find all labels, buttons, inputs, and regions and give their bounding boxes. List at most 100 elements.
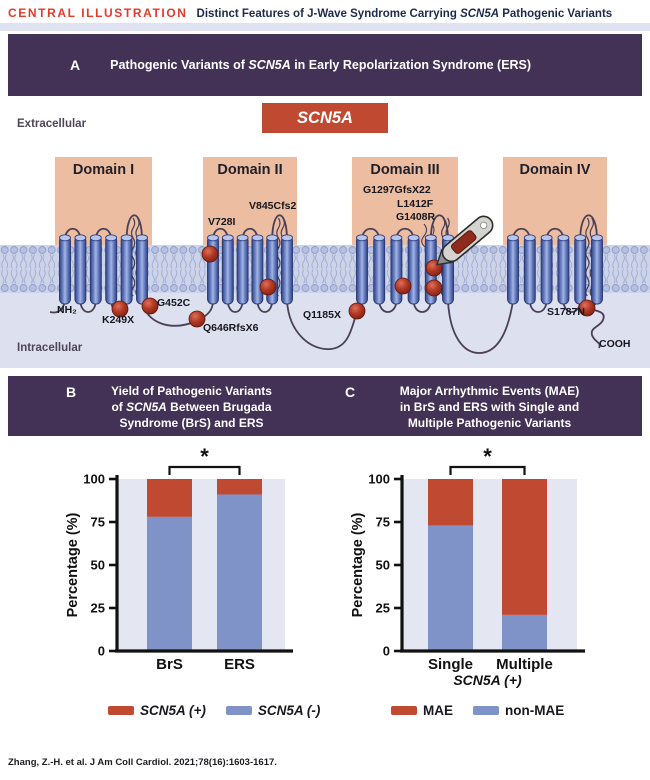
y-tick-label: 25 [376, 601, 390, 616]
helix [236, 235, 249, 305]
domain-2-label: Domain II [217, 162, 283, 178]
panel-a-title-pre: Pathogenic Variants of [110, 58, 249, 72]
helix [281, 235, 293, 305]
citation: Zhang, Z.-H. et al. J Am Coll Cardiol. 2… [8, 757, 277, 768]
category-label: Single [428, 656, 473, 673]
category-label: Multiple [496, 656, 553, 673]
header-divider [0, 23, 650, 31]
helix [574, 235, 587, 305]
domain-3-label: Domain III [370, 162, 440, 178]
intracellular-label: Intracellular [17, 342, 83, 354]
panel-b-title: Yield of Pathogenic Variants of SCN5A Be… [84, 384, 325, 431]
legend-swatch-scn5a-neg [225, 706, 252, 715]
helix-cap [207, 234, 219, 242]
variant-marker-G1297GfsX22 [394, 277, 412, 295]
legend-label-mae: MAE [423, 703, 453, 718]
variant-marker-S1787N [578, 299, 596, 317]
probe-icon [435, 215, 494, 266]
variant-marker-G452C [141, 297, 159, 315]
bar-segment-non-mae [502, 614, 547, 651]
y-axis-label: Percentage (%) [65, 512, 81, 617]
extracellular-label: Extracellular [17, 118, 87, 130]
variant-label-g452c: G452C [157, 297, 191, 309]
helix [89, 235, 102, 305]
bar-segment-non-mae [428, 525, 473, 651]
variant-marker-V728I [201, 245, 219, 263]
y-tick-label: 75 [376, 515, 390, 530]
variant-marker-G1408R [425, 279, 443, 297]
panel-b-chart: BrS ERS 0 25 50 75 100 Percentage (%) * [65, 444, 293, 673]
panel-b-letter: B [66, 384, 77, 400]
helix-cap [523, 234, 536, 242]
helix [373, 235, 386, 305]
probe-dot [480, 221, 488, 229]
helix [591, 235, 603, 305]
variant-label-s1787n: S1787N [547, 306, 585, 318]
helix [507, 235, 519, 305]
variant-label-v845cfs2: V845Cfs2 [249, 200, 297, 212]
variant-marker-K249X [111, 300, 129, 318]
helix [105, 235, 118, 305]
variant-marker-Q646RfsX6 [188, 310, 206, 328]
helix [120, 235, 133, 305]
variant-label-g1297gfsx22: G1297GfsX22 [363, 184, 431, 196]
domain-4-box [503, 157, 607, 245]
pore-loop [579, 214, 598, 241]
panel-c-title: Major Arrhythmic Events (MAE) in BrS and… [363, 384, 642, 431]
probe-window [450, 230, 477, 254]
helix [221, 235, 234, 305]
legend-swatch-non-mae [473, 706, 499, 715]
variant-label-l1412f: L1412F [397, 198, 434, 210]
significance-star: * [200, 444, 209, 469]
panel-b-title-line2-post: Between Brugada [166, 399, 272, 414]
y-tick-label: 100 [83, 472, 105, 487]
legend-label-scn5a-pos: SCN5A (+) [140, 703, 206, 718]
helix-cap [591, 234, 603, 242]
y-tick-label: 100 [368, 472, 390, 487]
c-terminus-label: COOH [599, 338, 631, 350]
variant-marker-V845Cfs2 [259, 278, 277, 296]
helix-cap [356, 234, 368, 242]
legend-item-scn5a-neg: SCN5A (-) [225, 703, 321, 718]
helix-cap [136, 234, 148, 242]
legend-panel-c: MAE non-MAE [391, 703, 564, 718]
panel-b-title-line2-pre: of [111, 399, 127, 414]
figure-title: Distinct Features of J-Wave Syndrome Car… [197, 8, 613, 20]
helix-cap [281, 234, 293, 242]
domain-3-box [352, 157, 458, 245]
legend-item-mae: MAE [391, 703, 453, 718]
pore-loop [125, 214, 143, 241]
helix-cap [59, 234, 71, 242]
variant-label-k249x: K249X [102, 314, 135, 326]
helix-cap [424, 234, 437, 242]
gene-box: SCN5A [262, 103, 388, 133]
bar-segment-mae [428, 479, 473, 526]
helix-cap [74, 234, 87, 242]
voltage-sensor-squiggle [276, 217, 281, 297]
panel-c-chart: Single Multiple 0 25 50 75 100 Percentage (%) * S… [350, 444, 585, 688]
legend-label-scn5a-neg: SCN5A (-) [257, 703, 321, 718]
helix-cap [251, 234, 264, 242]
pore-loop [429, 214, 449, 241]
panel-c-title-line2: in BrS and ERS with Single and [399, 399, 580, 414]
domain-4-label: Domain IV [519, 162, 591, 178]
helix [59, 235, 71, 305]
y-axis-label: Percentage (%) [350, 512, 366, 617]
helix-cap [105, 234, 118, 242]
y-tick-label: 50 [376, 558, 390, 573]
significance-star: * [483, 444, 492, 469]
legend-swatch-scn5a-pos [108, 706, 134, 715]
y-tick-label: 75 [91, 515, 105, 530]
helix-cap [574, 234, 587, 242]
legend-label-non-mae: non-MAE [505, 703, 565, 718]
helix-cap [120, 234, 133, 242]
helix-cap [540, 234, 553, 242]
helix-cap [266, 234, 279, 242]
legend-item-non-mae: non-MAE [473, 703, 564, 718]
variant-label-v728i: V728I [208, 216, 236, 228]
n-terminus-label: NH₂ [57, 304, 77, 316]
panel-c-header: C Major Arrhythmic Events (MAE) in BrS a… [325, 376, 642, 436]
legend-swatch-mae [391, 706, 417, 715]
legend-panel-b: SCN5A (+) SCN5A (-) [108, 703, 320, 718]
variant-label-q1185x: Q1185X [303, 309, 341, 321]
